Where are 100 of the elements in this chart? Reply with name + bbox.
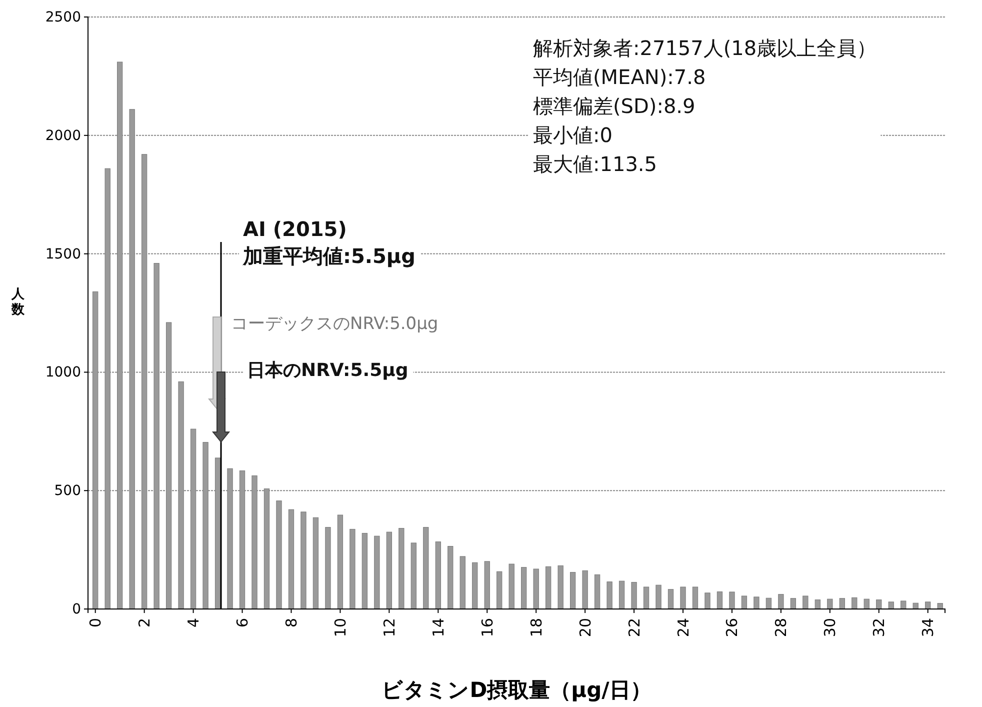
bar: [166, 322, 172, 610]
annotation: 平均値(MEAN):7.8: [533, 65, 706, 89]
bar: [925, 602, 931, 610]
bar: [937, 603, 943, 610]
bar: [741, 596, 748, 610]
x-tick-label: 8: [282, 618, 300, 628]
bar: [129, 109, 135, 610]
bar: [716, 591, 723, 610]
bar: [570, 572, 576, 610]
bar: [533, 568, 539, 610]
y-tick-label: 1000: [45, 364, 81, 381]
annotation: 最大値:113.5: [533, 152, 657, 176]
bar: [484, 561, 490, 610]
x-tick-label: 6: [234, 618, 252, 628]
bar: [104, 168, 110, 610]
y-tick-label: 2500: [45, 9, 81, 26]
bar: [423, 527, 429, 610]
x-tick-label: 22: [625, 618, 644, 638]
bar: [900, 600, 906, 610]
bar: [912, 602, 918, 610]
bar: [386, 532, 392, 610]
x-tick-label: 24: [674, 618, 692, 638]
bar: [852, 597, 858, 610]
x-tick-label: 14: [429, 618, 448, 638]
bar: [508, 564, 514, 610]
bar: [350, 528, 356, 610]
bar: [362, 532, 368, 610]
bar: [92, 291, 98, 610]
bar: [631, 582, 637, 610]
bar: [460, 556, 466, 610]
bar: [766, 598, 772, 610]
bar: [754, 596, 760, 610]
bar: [839, 598, 845, 610]
bar: [680, 586, 686, 610]
bar: [656, 584, 662, 610]
bar: [374, 536, 380, 610]
y-tick-label: 500: [54, 483, 81, 500]
bar: [790, 598, 796, 610]
annotation: AI (2015) 加重平均値:5.5μg: [242, 217, 416, 268]
bar: [606, 582, 612, 610]
bar: [435, 542, 441, 610]
y-axis-title: 人数: [10, 287, 26, 318]
x-tick-label: 0: [86, 618, 105, 628]
bar: [154, 263, 160, 610]
bar: [546, 566, 552, 610]
bar: [876, 600, 882, 610]
x-tick-label: 16: [478, 618, 496, 638]
x-tick-label: 4: [184, 618, 203, 628]
x-tick-label: 34: [919, 618, 938, 638]
bar: [410, 542, 416, 610]
bar: [227, 468, 233, 610]
y-tick-label: 1500: [45, 246, 81, 262]
x-tick-label: 32: [870, 618, 888, 638]
bar: [214, 458, 221, 610]
bar: [448, 546, 454, 610]
x-tick-label: 20: [576, 618, 594, 638]
x-tick-label: 12: [380, 618, 398, 638]
bar: [239, 470, 246, 610]
x-tick-label: 28: [772, 618, 790, 638]
bar: [618, 580, 625, 610]
bar: [558, 565, 564, 610]
bar: [582, 570, 588, 610]
bar: [814, 600, 820, 610]
bar: [521, 567, 527, 610]
bar: [264, 488, 270, 610]
bar: [778, 594, 784, 610]
x-tick-label: 18: [527, 618, 546, 638]
bar: [704, 592, 710, 610]
bar: [190, 428, 196, 610]
x-axis-title: ビタミンD摂取量（μg/日）: [382, 678, 652, 702]
bar: [398, 528, 404, 610]
bar: [141, 154, 148, 610]
bar: [594, 574, 600, 610]
annotation: コーデックスのNRV:5.0μg: [231, 314, 438, 334]
bar: [864, 598, 870, 610]
bar: [827, 598, 833, 610]
x-tick-label: 10: [331, 618, 350, 638]
bar: [337, 514, 344, 610]
bar: [252, 475, 258, 610]
x-tick-label: 26: [723, 618, 742, 638]
bar: [312, 517, 319, 610]
annotation: 最小値:0: [533, 123, 612, 147]
bar: [178, 381, 184, 610]
y-tick-label: 0: [72, 601, 81, 618]
x-tick-label: 30: [821, 618, 840, 638]
x-tick-label: 2: [136, 618, 154, 628]
annotation: 標準偏差(SD):8.9: [533, 94, 696, 118]
bar: [288, 509, 294, 610]
bar: [888, 602, 894, 610]
bar: [325, 527, 331, 610]
bar: [729, 592, 735, 610]
bar: [202, 442, 208, 610]
bar: [496, 571, 502, 610]
annotation: 日本のNRV:5.5μg: [247, 360, 408, 381]
bar: [643, 586, 650, 610]
bar: [117, 62, 123, 610]
bar: [276, 500, 282, 610]
annotation: 解析対象者:27157人(18歳以上全員）: [533, 36, 877, 60]
bar: [472, 562, 478, 610]
bar: [300, 512, 306, 610]
